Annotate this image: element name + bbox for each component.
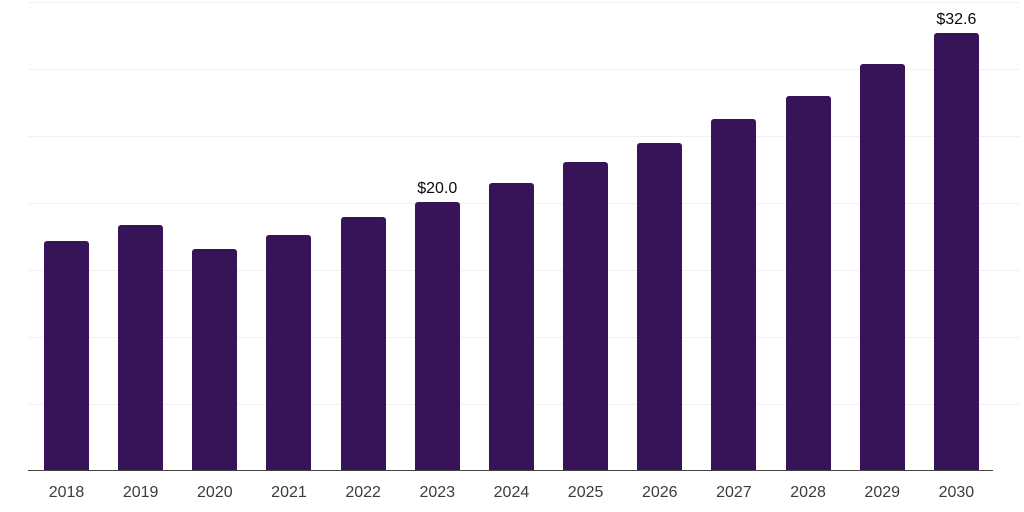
x-tick-label: 2027 — [716, 484, 752, 501]
x-axis-line — [28, 469, 993, 471]
x-tick-label: 2030 — [938, 484, 975, 501]
bar-2025: 2025 — [563, 162, 609, 501]
bar-2026: 2026 — [637, 143, 683, 501]
bar-2018: 2018 — [44, 241, 89, 501]
bar-2022: 2022 — [340, 217, 386, 501]
x-tick-label: 2023 — [419, 484, 456, 501]
bar-2024: 2024 — [488, 183, 534, 501]
x-tick-label: 2019 — [122, 484, 159, 501]
bar-2027: 2027 — [711, 119, 757, 501]
gridline — [28, 69, 1020, 70]
bar-value-label: $20.0 — [417, 180, 458, 197]
bar-value-label: $32.6 — [936, 11, 977, 28]
x-tick-label: 2022 — [345, 484, 381, 501]
bar-2021: 2021 — [266, 235, 312, 501]
x-tick-label: 2026 — [641, 484, 678, 501]
x-tick-label: 2029 — [864, 484, 901, 501]
bar-2020: 2020 — [192, 249, 238, 501]
bar-2029: 2029 — [859, 64, 905, 501]
x-tick-label: 2028 — [790, 484, 826, 501]
x-tick-label: 2025 — [567, 484, 604, 501]
gridline — [28, 2, 1020, 3]
bar-2019: 2019 — [118, 225, 164, 501]
x-tick-label: 2020 — [197, 484, 233, 501]
x-tick-label: 2018 — [48, 484, 85, 501]
gridline — [28, 136, 1020, 137]
plot-area: 2018 2019 2020 2021 2022 2023 $20.0 2024 2025 202… — [28, 2, 1020, 501]
bars-container: 2018 2019 2020 2021 2022 2023 $20.0 2024 2025 202… — [44, 2, 979, 501]
bar-2023: 2023 $20.0 — [414, 181, 460, 501]
x-tick-label: 2024 — [493, 484, 530, 501]
bar-2028: 2028 — [785, 96, 831, 501]
x-tick-label: 2021 — [271, 484, 307, 501]
bar-2030: 2030 $32.6 — [933, 12, 979, 501]
